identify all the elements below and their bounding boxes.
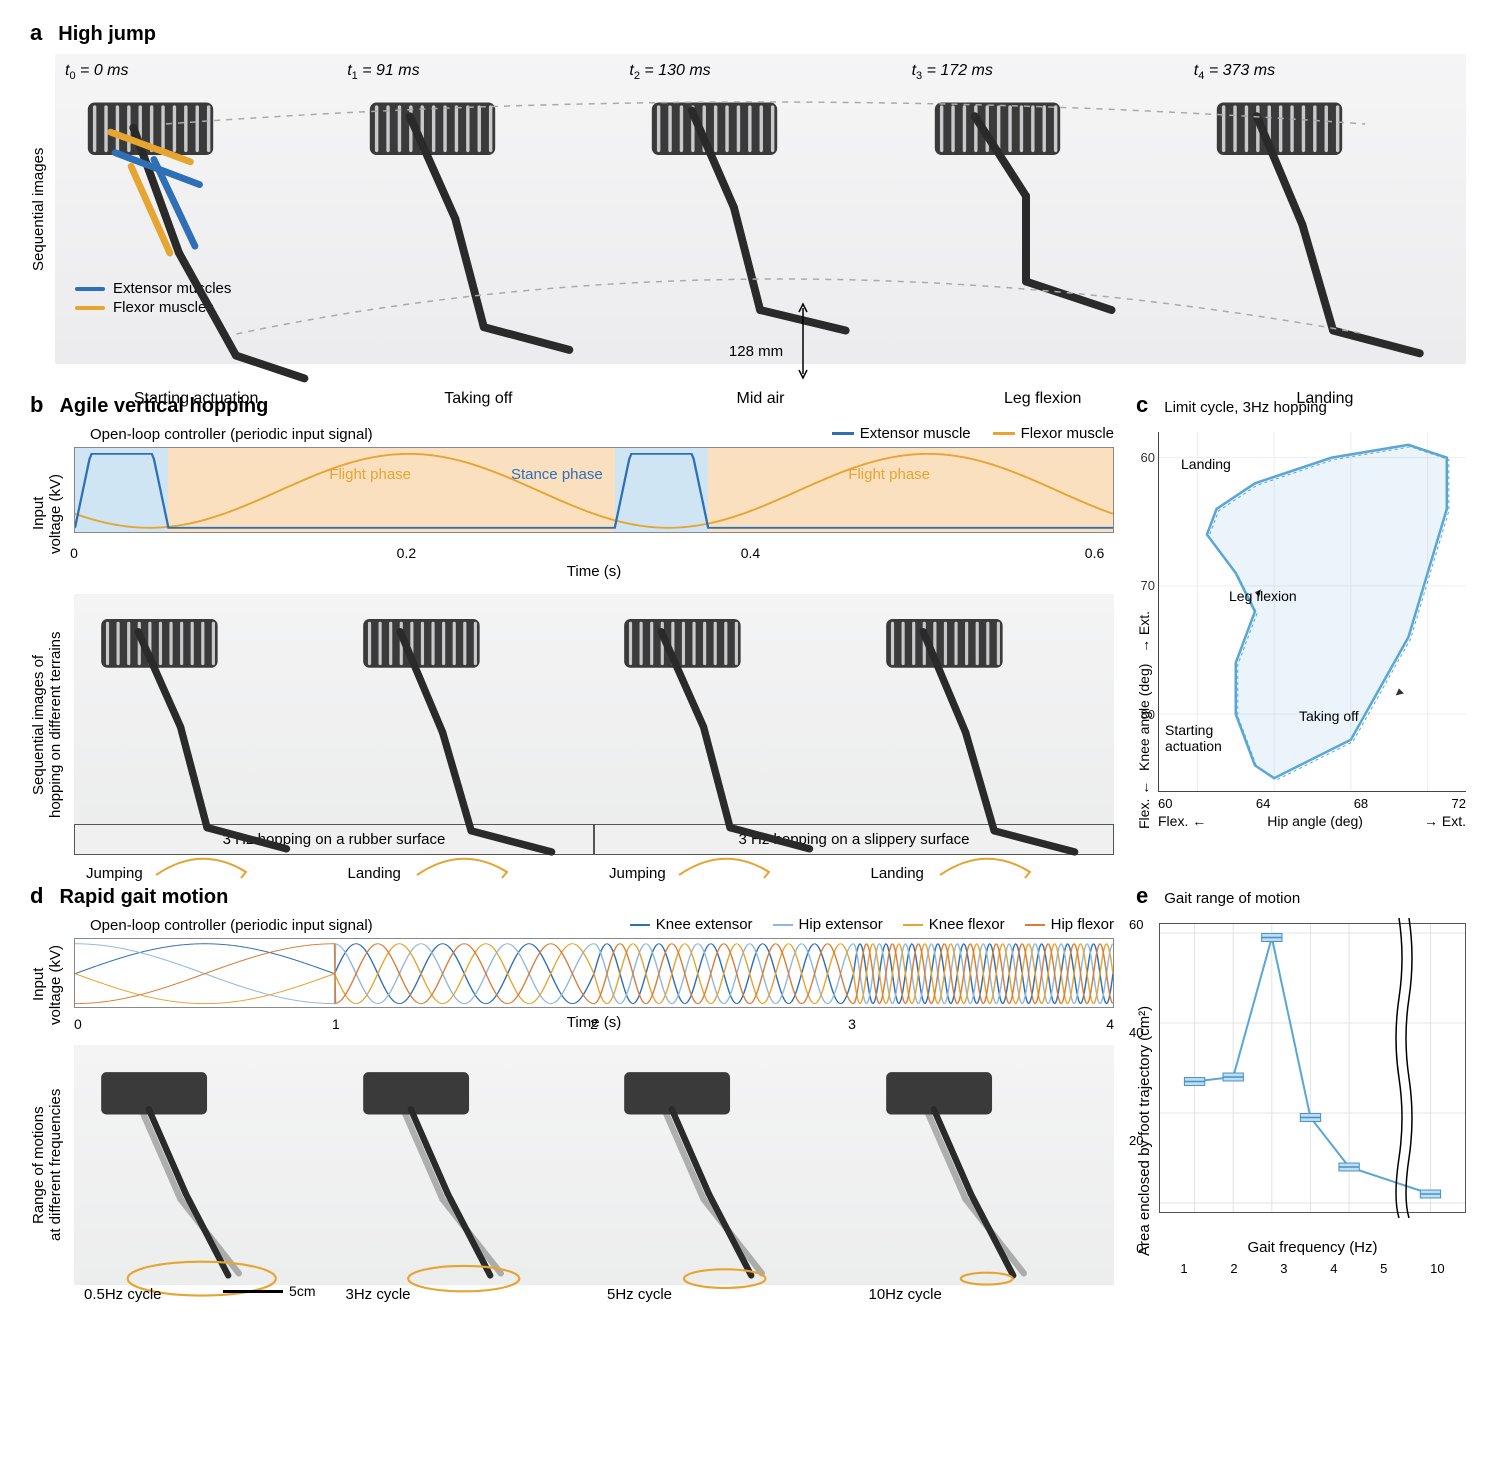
frame-caption: Leg flexion	[912, 390, 1174, 414]
c-anno-takeoff: Taking off	[1299, 708, 1359, 724]
panel-d: d Rapid gait motion Open-loop controller…	[30, 883, 1114, 1285]
panel-b-signal-legend: Extensor muscle Flexor muscle	[832, 425, 1114, 442]
gait-label: 5Hz cycle	[607, 1286, 672, 1303]
hop-label: Jumping	[609, 865, 666, 882]
phase-label: Flight phase	[329, 466, 411, 483]
panel-d-legend: Knee extensor Hip extensor Knee flexor Hip …	[630, 916, 1114, 933]
c-xlabel-mid: Hip angle (deg)	[1267, 813, 1363, 829]
d-legend-hip_flex: Hip flexor	[1051, 916, 1114, 933]
gait-image: 0.5Hz cycle 5cm	[74, 1045, 330, 1311]
panel-b-ylabel: Input voltage (kV)	[30, 447, 64, 580]
frame-time: t0 = 0 ms	[65, 62, 327, 82]
line-icon	[773, 924, 793, 926]
height-label: 128 mm	[729, 343, 783, 360]
gait-image: 10Hz cycle	[859, 1045, 1115, 1311]
phase-label: Flight phase	[848, 466, 930, 483]
frame-time: t3 = 172 ms	[912, 62, 1174, 82]
legend-ext: Extensor muscle	[860, 425, 971, 442]
gait-image: 5Hz cycle	[597, 1045, 853, 1311]
panel-a-vlabel: Sequential images	[30, 54, 47, 364]
panel-e-yticks: 6040200	[1129, 917, 1143, 1256]
c-ylabel-top: → Ext.	[1136, 611, 1152, 653]
panel-d-ylabel: Input voltage (kV)	[30, 938, 64, 1031]
c-xlabel-right: → Ext.	[1424, 813, 1466, 829]
frame-time: t2 = 130 ms	[629, 62, 891, 82]
panel-a-frame: t1 = 91 ms Taking off	[337, 54, 619, 422]
panel-a-letter: a	[30, 20, 42, 46]
hop-image: Landing	[859, 594, 1115, 892]
panel-e-title: Gait range of motion	[1164, 890, 1300, 907]
panel-b-images-vlabel: Sequential images of hopping on differen…	[30, 594, 64, 855]
gait-label: 3Hz cycle	[346, 1286, 411, 1303]
scalebar: 5cm	[223, 1283, 315, 1299]
panel-a-frame: t0 = 0 ms Starting actuation	[55, 54, 337, 422]
d-legend-hip_ext: Hip extensor	[799, 916, 883, 933]
panel-d-letter: d	[30, 883, 43, 909]
legend-flex: Flexor muscle	[1021, 425, 1114, 442]
panel-c-xticks: 60646872	[1158, 796, 1466, 811]
hop-image: Landing	[336, 594, 592, 892]
panel-d-signal-plot	[74, 938, 1114, 1008]
gait-image: 3Hz cycle	[336, 1045, 592, 1311]
c-xlabel-left: Flex. ←	[1158, 813, 1206, 829]
panel-b-images: Jumping Landing Jumping Landi	[74, 594, 1114, 824]
phase-label: Stance phase	[511, 466, 603, 483]
line-icon	[1025, 924, 1045, 926]
panel-c: c Limit cycle, 3Hz hopping Flex. ← Knee …	[1136, 392, 1466, 855]
panel-d-xlabel: Time (s)	[74, 1014, 1114, 1031]
hop-image: Jumping	[74, 594, 330, 892]
panel-e-letter: e	[1136, 883, 1148, 909]
panel-c-ylabel: Flex. ← Knee angle (deg) → Ext.	[1136, 426, 1152, 829]
frame-caption: Landing	[1194, 390, 1456, 414]
panel-e-xlabel: Gait frequency (Hz)	[1159, 1239, 1466, 1256]
line-icon	[630, 924, 650, 926]
hop-label: Jumping	[86, 865, 143, 882]
panel-b-signal-plot: Stance phase Flight phase Flight phase	[74, 447, 1114, 533]
c-anno-start: Starting actuation	[1165, 722, 1222, 754]
frame-caption: Mid air	[629, 390, 891, 414]
panel-a-header: a High jump	[30, 20, 1466, 46]
frame-caption: Starting actuation	[65, 390, 327, 414]
panel-a-frame: t4 = 373 ms Landing	[1184, 54, 1466, 422]
panel-d-images-vlabel: Range of motions at different frequencie…	[30, 1045, 64, 1285]
panel-b-letter: b	[30, 392, 43, 418]
panel-a-title: High jump	[58, 23, 156, 46]
line-icon	[993, 432, 1015, 435]
c-ylabel-bot: Flex. ←	[1136, 781, 1152, 829]
gait-label: 0.5Hz cycle	[84, 1286, 162, 1303]
panel-b: b Agile vertical hopping Open-loop contr…	[30, 392, 1114, 855]
hop-label: Landing	[871, 865, 924, 882]
panel-e-plot	[1159, 923, 1466, 1213]
panel-d-images: 0.5Hz cycle5cm 3Hz cycle 5Hz cycle 10Hz …	[74, 1045, 1114, 1285]
gait-label: 10Hz cycle	[869, 1286, 942, 1303]
frame-caption: Taking off	[347, 390, 609, 414]
panel-a-frame: t3 = 172 ms Leg flexion	[902, 54, 1184, 422]
hop-label: Landing	[348, 865, 401, 882]
line-icon	[903, 924, 923, 926]
panel-a-frame: t2 = 130 ms Mid air 128 mm	[619, 54, 901, 422]
d-legend-knee_ext: Knee extensor	[656, 916, 753, 933]
line-icon	[832, 432, 854, 435]
panel-b-xlabel: Time (s)	[74, 563, 1114, 580]
panel-a-frames: Extensor muscles Flexor muscles t0 = 0 m…	[55, 54, 1466, 364]
panel-c-plot: Landing Leg flexion Starting actuation T…	[1158, 432, 1466, 792]
axis-break-icon	[1395, 918, 1413, 1218]
panel-e-header: e Gait range of motion	[1136, 883, 1466, 909]
panel-e: e Gait range of motion Area enclosed by …	[1136, 883, 1466, 1285]
panel-a: a High jump Sequential images Extensor m…	[30, 20, 1466, 364]
frame-time: t1 = 91 ms	[347, 62, 609, 82]
frame-time: t4 = 373 ms	[1194, 62, 1456, 82]
c-anno-landing: Landing	[1181, 456, 1231, 472]
d-legend-knee_flex: Knee flexor	[929, 916, 1005, 933]
c-anno-legflex: Leg flexion	[1229, 588, 1297, 604]
hop-image: Jumping	[597, 594, 853, 892]
panel-e-xticks: 1234510	[1159, 1261, 1466, 1276]
panel-b-xticks: 00.20.40.6	[74, 543, 1114, 561]
